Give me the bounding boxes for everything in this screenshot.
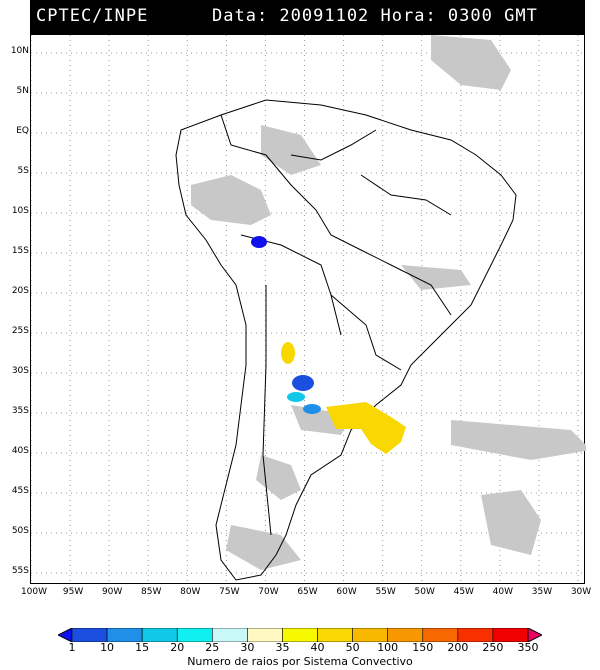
color-bar-min-arrow: [58, 628, 73, 642]
latitude-label: 55S: [11, 566, 29, 576]
graticule: [31, 35, 586, 585]
color-bar-tick-label: 15: [135, 641, 150, 654]
cloud-cover: [191, 35, 586, 570]
latitude-label: 50S: [11, 526, 29, 536]
color-bar-tick-label: 350: [517, 641, 539, 654]
border-line: [262, 285, 272, 536]
source-label: CPTEC/INPE: [36, 6, 149, 26]
border-line: [360, 174, 452, 216]
coastline-and-borders: [175, 99, 517, 581]
latitude-label: 5S: [17, 166, 29, 176]
longitude-label: 65W: [297, 587, 318, 597]
color-bar-tick-label: 200: [447, 641, 469, 654]
system-argentina-cyan: [287, 392, 305, 402]
longitude-label: 50W: [414, 587, 435, 597]
color-bar-segment: [317, 628, 353, 642]
color-bar-segment: [387, 628, 424, 642]
latitude-label: 45S: [11, 486, 29, 496]
color-bar-tick-label: 35: [275, 641, 290, 654]
system-argentina-lightblue: [303, 404, 321, 414]
map-panel: [30, 34, 586, 585]
color-bar-segment: [457, 628, 494, 642]
latitude-label: EQ: [16, 126, 29, 136]
border-line: [220, 114, 452, 316]
latitude-label: 25S: [11, 326, 29, 336]
cloud-patch: [191, 175, 271, 225]
longitude-label: 85W: [141, 587, 162, 597]
cloud-patch: [401, 265, 471, 290]
system-argentina-yellow-north: [281, 342, 295, 364]
color-bar-segment: [247, 628, 283, 642]
longitude-label: 75W: [219, 587, 240, 597]
color-bar-tick-label: 10: [100, 641, 115, 654]
longitude-label: 95W: [62, 587, 84, 597]
longitude-label: 55W: [375, 587, 396, 597]
color-bar-segment: [176, 628, 213, 642]
color-bar-segment: [71, 628, 108, 642]
latitude-label: 30S: [11, 366, 29, 376]
longitude-label: 60W: [336, 587, 357, 597]
longitude-label: 70W: [258, 587, 279, 597]
cloud-patch: [451, 420, 586, 460]
date-time-stamp: Data: 20091102 Hora: 0300 GMT: [212, 6, 538, 26]
color-bar-tick-label: 250: [482, 641, 504, 654]
border-line: [240, 234, 342, 336]
cloud-patch: [481, 490, 541, 555]
latitude-label: 5N: [16, 86, 29, 96]
system-argentina-blue: [292, 375, 314, 391]
color-bar-tick-label: 20: [170, 641, 185, 654]
color-bar-tick-label: 40: [310, 641, 325, 654]
color-bar-caption: Numero de raios por Sistema Convectivo: [187, 655, 413, 668]
color-bar-segment: [422, 628, 459, 642]
color-bar-tick-label: 25: [205, 641, 220, 654]
cloud-patch: [261, 125, 321, 175]
color-bar-tick-label: 150: [412, 641, 434, 654]
longitude-label: 40W: [492, 587, 514, 597]
longitude-label: 100W: [20, 587, 48, 597]
cloud-patch: [226, 525, 301, 570]
cloud-patch: [431, 35, 511, 90]
longitude-label: 45W: [453, 587, 474, 597]
color-bar-segment: [352, 628, 388, 642]
border-line: [290, 129, 377, 161]
border-line: [330, 294, 402, 371]
continent-outline: [175, 99, 517, 581]
color-bar-segment: [106, 628, 143, 642]
latitude-label: 20S: [11, 286, 29, 296]
map-canvas: [31, 35, 586, 585]
latitude-label: 40S: [11, 446, 29, 456]
longitude-label: 80W: [180, 587, 201, 597]
convective-systems: [251, 236, 406, 454]
color-bar-segment: [492, 628, 529, 642]
latitude-label: 10S: [11, 206, 29, 216]
cloud-patch: [256, 455, 301, 500]
color-bar-segment: [212, 628, 248, 642]
longitude-label: 90W: [101, 587, 123, 597]
title-bar: CPTEC/INPE Data: 20091102 Hora: 0300 GMT: [30, 0, 585, 34]
longitude-label: 30W: [570, 587, 592, 597]
color-bar-tick-label: 30: [240, 641, 255, 654]
latitude-label: 35S: [11, 406, 29, 416]
latitude-label: 15S: [11, 246, 29, 256]
color-bar-tick-label: 50: [345, 641, 360, 654]
color-bar-segment: [141, 628, 178, 642]
color-bar-tick-label: 100: [377, 641, 399, 654]
color-bar-max-arrow: [527, 628, 542, 642]
system-peru: [251, 236, 267, 248]
system-uruguay-yellow: [326, 402, 406, 454]
longitude-label: 35W: [531, 587, 553, 597]
color-bar-segment: [282, 628, 318, 642]
color-bar: [58, 628, 542, 642]
color-bar-tick-label: 1: [68, 641, 76, 654]
latitude-label: 10N: [10, 46, 29, 56]
